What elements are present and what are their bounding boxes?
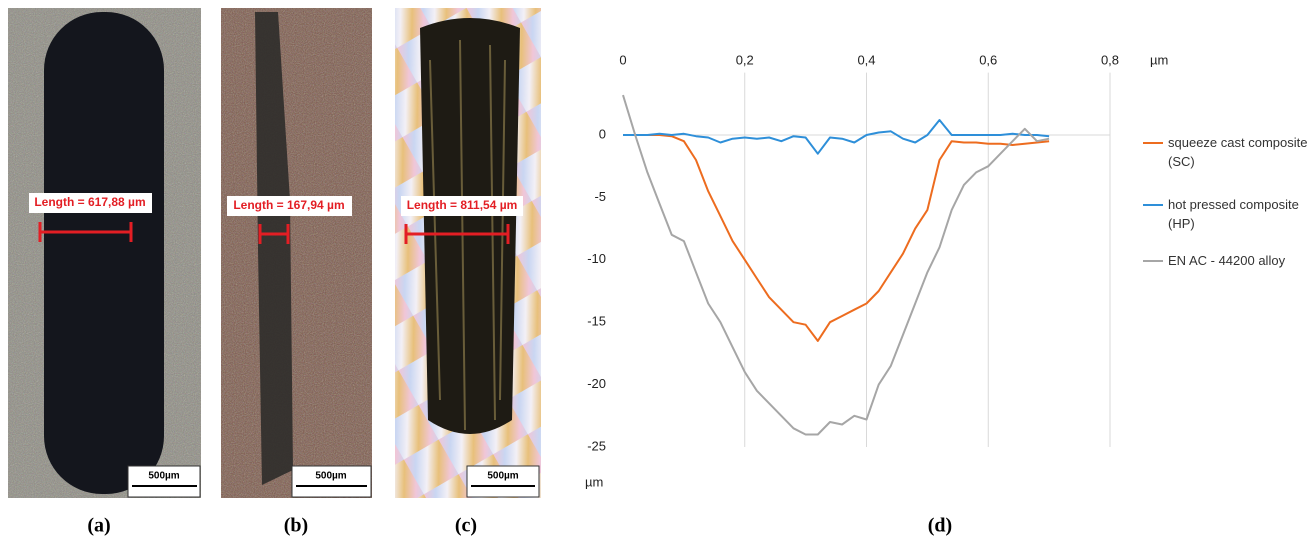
micrograph-b: Length = 167,94 µm 500µm (221, 8, 372, 498)
x-tick-label: 0,4 (857, 52, 875, 67)
legend-swatch (1143, 142, 1163, 144)
series-line (622, 94, 1050, 436)
caption: (b) (284, 515, 308, 537)
legend-swatch (1143, 260, 1163, 262)
measurement: Length = 811,54 µm (407, 198, 518, 212)
scale-bar: 500µm (148, 471, 179, 482)
y-tick-label: 0 (599, 126, 606, 141)
legend-entry: EN AC - 44200 alloy (1168, 253, 1286, 268)
y-axis-label: µm (585, 474, 603, 489)
y-tick-label: -20 (587, 376, 606, 391)
x-tick-label: 0 (619, 52, 626, 67)
caption: (d) (928, 515, 952, 537)
micrograph-a: Length = 617,88 µm 500µm (8, 8, 201, 498)
x-tick-label: 0,6 (979, 52, 997, 67)
y-tick-label: -5 (594, 189, 606, 204)
y-tick-label: -25 (587, 438, 606, 453)
micrograph-c: Length = 811,54 µm 500µm (395, 8, 541, 498)
measurement: Length = 617,88 µm (34, 195, 145, 209)
measurement: Length = 167,94 µm (233, 198, 344, 212)
legend-entry: hot pressed composite (HP) (1168, 197, 1299, 231)
y-tick-label: -15 (587, 314, 606, 329)
series-line (623, 119, 1050, 155)
series-line (623, 134, 1050, 342)
y-tick-label: -10 (587, 251, 606, 266)
x-tick-label: 0,2 (736, 52, 754, 67)
caption: (a) (87, 515, 110, 537)
legend-entry: squeeze cast composite (SC) (1168, 135, 1308, 169)
x-tick-label: 0,8 (1101, 52, 1119, 67)
legend-swatch (1143, 204, 1163, 206)
caption: (c) (455, 515, 477, 537)
scale-bar: 500µm (487, 471, 518, 482)
x-axis-label: µm (1150, 52, 1168, 67)
scale-bar: 500µm (315, 471, 346, 482)
